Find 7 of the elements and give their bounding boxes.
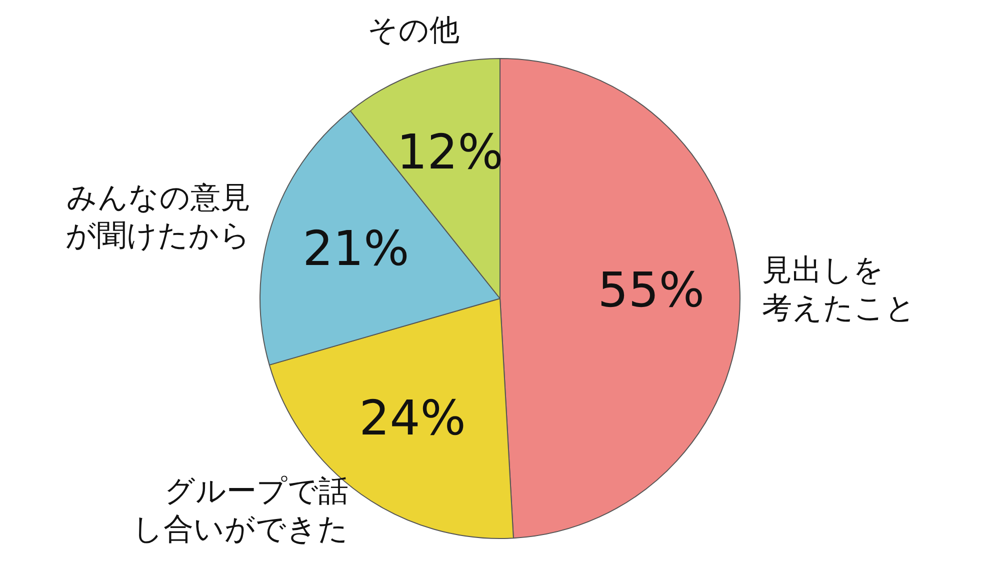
slice-label: 見出しを考えたこと	[762, 252, 916, 326]
data-label: 21%	[302, 221, 410, 278]
slice-label: その他	[367, 13, 460, 48]
data-label: 24%	[359, 390, 466, 446]
slice-label: みんなの意見が聞けたから	[65, 180, 250, 254]
data-label: 55%	[598, 262, 704, 319]
slice-label: グループで話し合いができた	[132, 474, 348, 547]
